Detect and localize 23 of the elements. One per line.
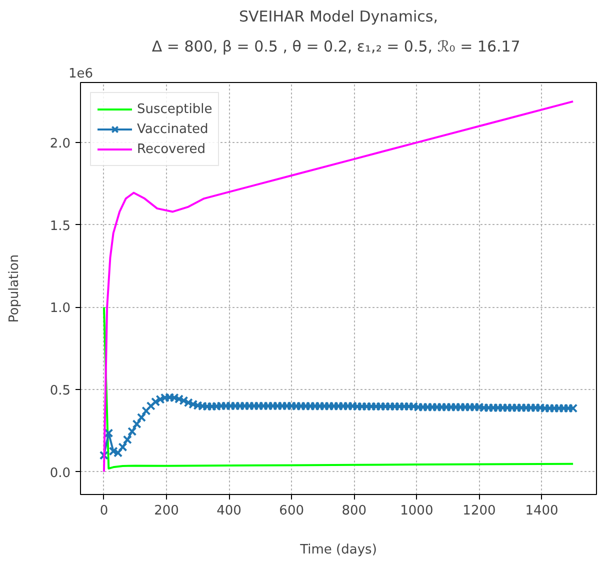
y-tick-label: 0.0: [50, 466, 71, 481]
y-tick-label: 2.0: [50, 136, 71, 152]
x-axis-title: Time (days): [299, 542, 377, 558]
x-tick-label: 1400: [525, 504, 558, 518]
legend-label: Recovered: [137, 142, 206, 156]
line-series: [102, 100, 574, 473]
chart-title: SVEIHAR Model Dynamics,: [239, 8, 438, 26]
x-tick-label: 1200: [462, 504, 496, 518]
x-tick-label: 200: [154, 504, 179, 518]
y-tick-label: 1.0: [50, 301, 71, 316]
x-tick-label: 1000: [400, 504, 434, 518]
x-tick-label: 400: [216, 504, 242, 518]
legend-label: Vaccinated: [137, 122, 208, 136]
y-tick-label: 1.5: [50, 218, 71, 234]
y-tick-label: 0.5: [50, 383, 71, 398]
x-tick-label: 600: [279, 504, 304, 518]
y-axis-title: Population: [6, 254, 22, 323]
line-series: [102, 306, 574, 470]
chart-subtitle: Δ = 800, β = 0.5 , θ = 0.2, ε₁,₂ = 0.5, ℛ₀ = 16.17: [152, 38, 520, 56]
text: 1e6: [68, 66, 94, 82]
x-tick-label: 0: [100, 504, 108, 518]
legend-label: Susceptible: [137, 102, 212, 116]
x-tick-label: 800: [342, 504, 367, 518]
